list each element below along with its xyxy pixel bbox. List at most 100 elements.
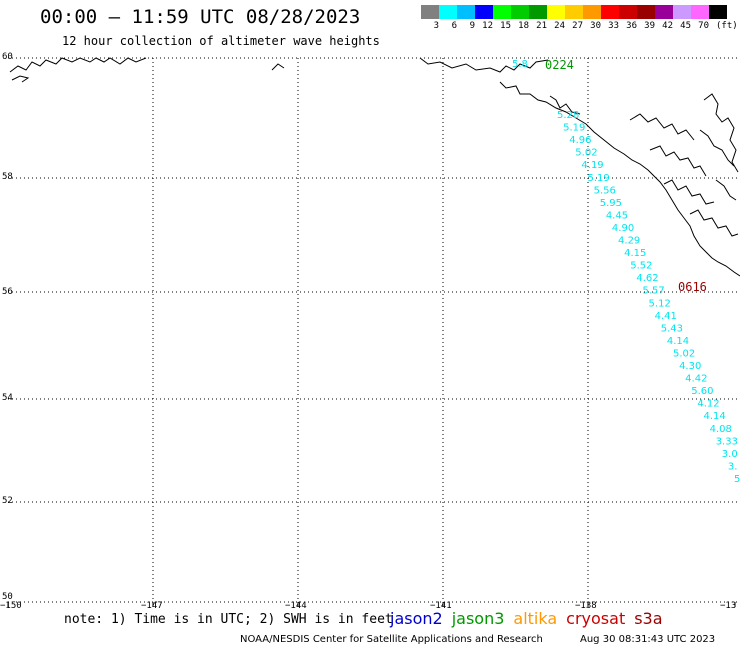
swh-value: 4.29 — [618, 236, 640, 247]
satellite-track: 5.285.194.965.024.195.195.565.954.454.90… — [512, 59, 740, 485]
legend-label-6: 6 — [451, 21, 457, 31]
legend-label-39: 39 — [644, 21, 655, 31]
swh-value: 5.57 — [642, 286, 664, 297]
coastline-archipelago-5 — [689, 209, 739, 237]
swh-value: 4.19 — [581, 160, 603, 171]
swh-value: 5.02 — [673, 348, 695, 359]
legend-label-27: 27 — [572, 21, 583, 31]
lon-label-141: −141 — [430, 601, 452, 611]
pass-time-0224: 0224 — [545, 58, 574, 72]
sat-jason3: jason3 — [451, 609, 505, 628]
coastline-northwest — [9, 57, 147, 73]
coastline-archipelago-6 — [699, 129, 735, 167]
coastline-archipelago-3 — [649, 145, 707, 177]
satellite-legend: jason2 jason3 altika cryosat s3a — [390, 609, 672, 628]
legend-label-70: 70 — [698, 21, 709, 31]
map-subtitle: 12 hour collection of altimeter wave hei… — [62, 34, 380, 48]
coastline — [9, 57, 740, 277]
lat-label-50: 50 — [2, 592, 13, 602]
legend-swatch-14 — [673, 5, 691, 19]
lat-label-54: 54 — [2, 393, 13, 403]
lon-label-150: −150 — [0, 601, 22, 611]
legend-swatch-10 — [601, 5, 619, 19]
swh-value: 5.28 — [557, 110, 579, 121]
legend-swatch-12 — [637, 5, 655, 19]
swh-value: 4.41 — [655, 311, 677, 322]
sat-altika: altika — [513, 609, 558, 628]
coastline-archipelago-1 — [629, 113, 695, 141]
legend-label-15: 15 — [500, 21, 511, 31]
legend-swatch-15 — [691, 5, 709, 19]
coastline-gulf-of-alaska — [419, 57, 549, 73]
swh-value: 5 — [734, 474, 740, 485]
lat-label-56: 56 — [2, 287, 13, 297]
legend-label-9: 9 — [469, 21, 475, 31]
legend-swatch-0 — [421, 5, 439, 19]
graticule — [7, 57, 740, 607]
swh-value: 4.96 — [569, 135, 591, 146]
swh-value: 3.33 — [716, 436, 738, 447]
coastline-north-islet — [271, 63, 285, 71]
coastline-yakutat — [549, 95, 581, 115]
coastline-northwest-2 — [11, 75, 30, 83]
sat-jason2: jason2 — [390, 609, 443, 628]
legend-swatch-8 — [565, 5, 583, 19]
swh-value: 4.45 — [606, 210, 628, 221]
coastline-archipelago-4 — [663, 179, 715, 205]
swh-value: 4.30 — [679, 361, 701, 372]
coastline-archipelago-7 — [715, 179, 737, 201]
legend-label-21: 21 — [536, 21, 547, 31]
color-legend-labels: 3 6 9 12 15 18 21 24 27 30 33 36 39 42 45 70 — [421, 21, 709, 31]
legend-label-3: 3 — [433, 21, 439, 31]
legend-swatch-13 — [655, 5, 673, 19]
swh-value: 3. — [728, 461, 738, 472]
coastline-southeast-mainland — [499, 81, 740, 277]
sat-s3a: s3a — [634, 609, 663, 628]
swh-value: 5.43 — [661, 323, 683, 334]
credit-text: NOAA/NESDIS Center for Satellite Applica… — [240, 634, 543, 645]
lat-label-52: 52 — [2, 496, 13, 506]
legend-label-24: 24 — [554, 21, 565, 31]
pass-time-labels: 0224 0616 — [545, 58, 707, 294]
legend-label-12: 12 — [482, 21, 493, 31]
swh-value: 5.19 — [588, 173, 610, 184]
swh-value: 5.02 — [575, 148, 597, 159]
lon-label-138: −138 — [575, 601, 597, 611]
swh-value: 5.56 — [594, 185, 616, 196]
sat-cryosat: cryosat — [566, 609, 626, 628]
legend-label-33: 33 — [608, 21, 619, 31]
legend-swatch-4 — [493, 5, 511, 19]
swh-value: 5.52 — [630, 261, 652, 272]
swh-value: 4.15 — [624, 248, 646, 259]
legend-label-45: 45 — [680, 21, 691, 31]
legend-swatch-3 — [475, 5, 493, 19]
pass-time-0616: 0616 — [678, 280, 707, 294]
lon-label-135: −13 — [720, 601, 737, 611]
swh-value: 3.0 — [722, 449, 738, 460]
generated-timestamp: Aug 30 08:31:43 UTC 2023 — [580, 634, 716, 645]
legend-swatch-7 — [547, 5, 565, 19]
lon-label-147: −147 — [141, 601, 163, 611]
color-legend — [421, 5, 727, 19]
legend-swatch-16 — [709, 5, 727, 19]
footer-note: note: 1) Time is in UTC; 2) SWH is in fe… — [64, 612, 393, 627]
map-title: 00:00 – 11:59 UTC 08/28/2023 — [40, 6, 361, 28]
swh-value: 5.19 — [563, 123, 585, 134]
legend-swatch-1 — [439, 5, 457, 19]
legend-label-42: 42 — [662, 21, 673, 31]
legend-label-30: 30 — [590, 21, 601, 31]
lat-label-60: 60 — [2, 52, 13, 62]
swh-value: 4.08 — [710, 424, 732, 435]
swh-value: 4.90 — [612, 223, 634, 234]
swh-value: 5.95 — [600, 198, 622, 209]
legend-swatch-9 — [583, 5, 601, 19]
swh-value: 4.62 — [636, 273, 658, 284]
credit-line: NOAA/NESDIS Center for Satellite Applica… — [240, 634, 715, 645]
swh-value: 5.12 — [649, 298, 671, 309]
legend-swatch-6 — [529, 5, 547, 19]
legend-swatch-11 — [619, 5, 637, 19]
legend-unit: (ft) — [716, 21, 738, 31]
swh-value: 4.14 — [703, 411, 725, 422]
swh-value: 4.12 — [697, 399, 719, 410]
